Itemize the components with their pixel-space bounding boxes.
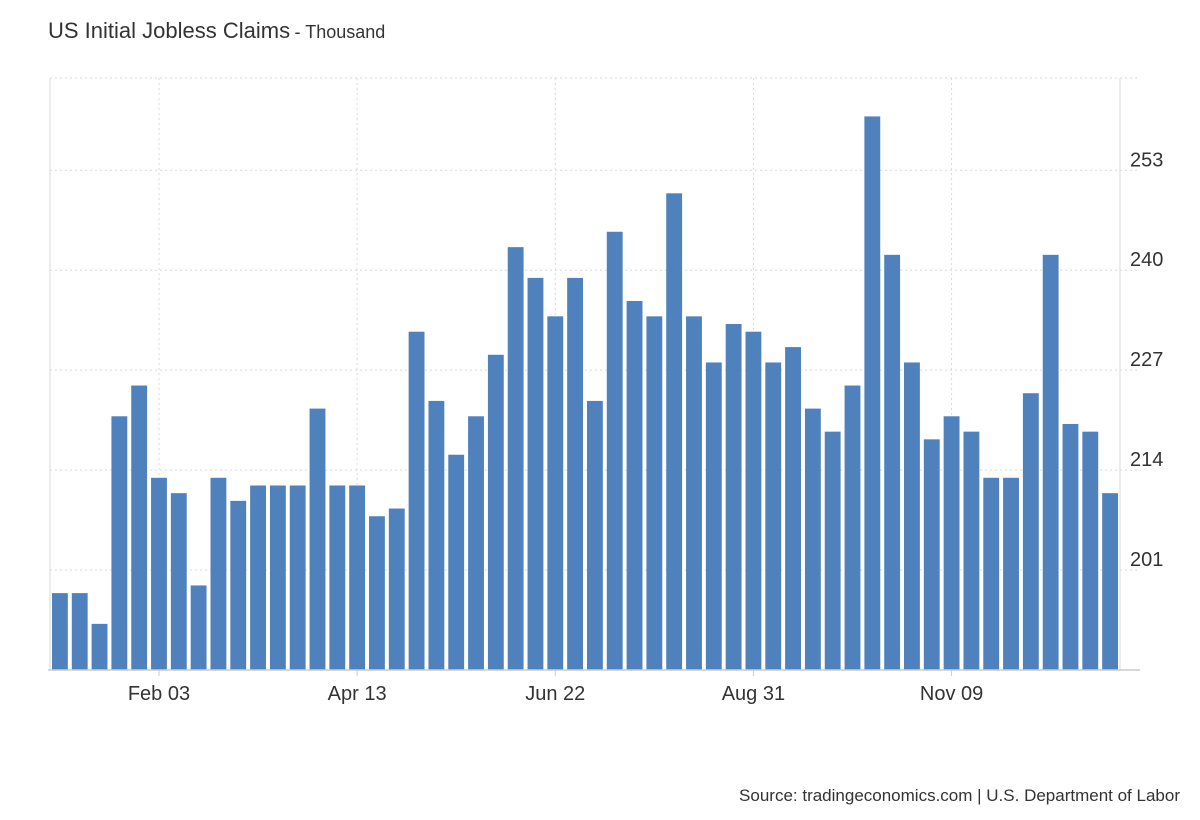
bar [349,485,366,670]
bar [884,254,901,670]
bar [527,277,544,670]
bar [586,400,603,670]
bar [507,247,524,670]
bar [804,408,821,670]
bar [487,354,504,670]
bar [1003,477,1019,670]
bar [785,347,801,670]
bar [943,416,960,670]
bar [1062,423,1079,670]
bar [824,431,841,670]
bar [309,408,326,670]
bar [705,362,722,670]
bar [666,193,683,670]
x-tick-label: Nov 09 [920,683,983,705]
y-tick-label: 227 [1130,349,1163,371]
bar [91,623,108,670]
bar [606,231,623,670]
bar [844,385,861,670]
bar [230,500,247,670]
bar [963,431,980,670]
bar [904,362,920,670]
y-tick-label: 201 [1130,549,1163,571]
bar [983,477,1000,670]
bar [745,331,762,670]
chart-unit: Thousand [305,22,386,42]
bar [388,508,405,670]
bar [567,277,584,670]
bar [725,324,742,670]
chart-title: US Initial Jobless Claims - Thousand [48,18,385,44]
y-tick-label: 214 [1130,449,1163,471]
bar [408,331,425,670]
bar [1022,393,1039,670]
bar [250,485,266,670]
bar [547,316,564,670]
bar [428,400,445,670]
bar [448,454,465,670]
x-tick-label: Feb 03 [128,683,190,705]
bar [686,316,702,670]
bar [468,416,484,670]
bar [1082,431,1099,670]
bar [131,385,148,670]
bar [151,477,167,670]
x-tick-label: Apr 13 [328,683,387,705]
bar [111,416,128,670]
bar [51,593,68,670]
x-tick-label: Aug 31 [722,683,785,705]
bar [369,516,385,670]
axis-layer: 201 214 227 240 253 Feb 03 Apr 13 Jun 22 Aug 31 N… [48,149,1163,705]
bar [626,300,643,670]
y-tick-label: 240 [1130,249,1163,271]
bar-layer [51,116,1119,671]
bar [329,485,346,670]
bar [864,116,881,671]
bar [190,585,207,670]
bar [1102,493,1119,670]
bar [289,485,306,670]
bar [269,485,286,670]
chart-title-text: US Initial Jobless Claims [48,18,291,43]
bar [646,316,663,670]
bar [765,362,782,670]
source-note: Source: tradingeconomics.com | U.S. Depa… [739,786,1180,805]
bar [210,477,227,670]
bar [923,439,940,670]
bar [170,493,187,670]
bar [1042,254,1059,670]
x-tick-label: Jun 22 [525,683,585,705]
bar [71,593,88,670]
title-separator: - [294,22,306,42]
y-tick-label: 253 [1130,149,1163,171]
